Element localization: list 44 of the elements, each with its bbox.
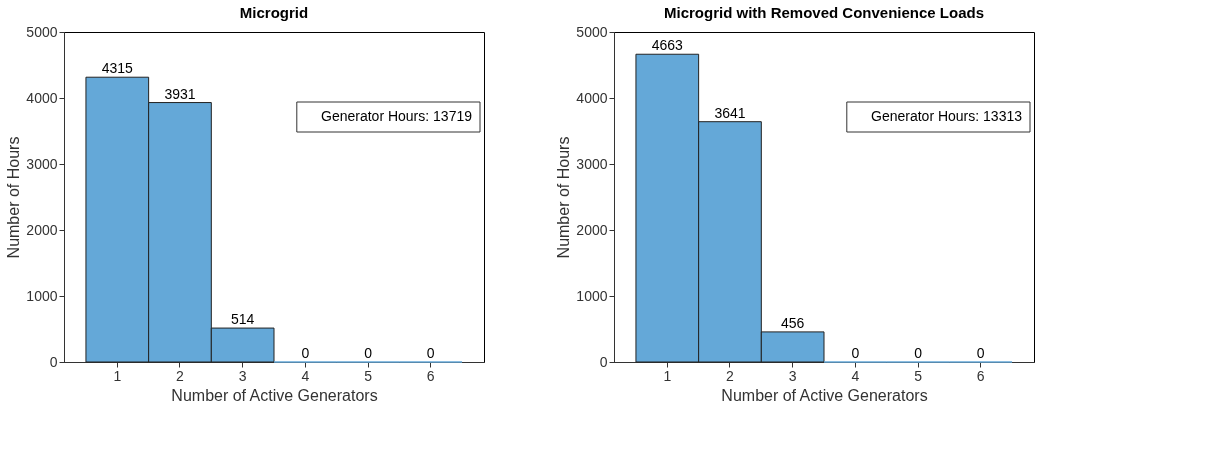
data-label: 0: [914, 345, 923, 361]
x-tick-label: 1: [663, 367, 672, 384]
data-label: 0: [976, 345, 985, 361]
x-tick-label: 2: [726, 367, 735, 384]
data-label: 0: [301, 345, 310, 361]
data-label: 456: [780, 314, 805, 331]
x-tick-label: 1: [113, 367, 122, 384]
x-tick-label: 5: [364, 367, 373, 384]
data-label: 0: [851, 345, 860, 361]
annotation: Generator Hours: 13313: [871, 108, 1023, 124]
x-tick-label: 6: [976, 367, 985, 384]
data-label: 0: [426, 345, 435, 361]
y-tick-label: 3000: [26, 155, 58, 172]
y-tick-label: 0: [599, 353, 608, 370]
x-tick-label: 5: [914, 367, 923, 384]
y-axis-title: Number of Hours: [555, 136, 573, 259]
data-label: 3641: [714, 104, 746, 121]
data-label: 4663: [651, 37, 684, 54]
y-tick-label: 1000: [26, 287, 58, 304]
y-tick-label: 4000: [26, 89, 58, 106]
x-axis-title: Number of Active Generators: [721, 386, 928, 404]
x-tick-label: 4: [851, 367, 860, 384]
chart-title: Microgrid with Removed Convenience Loads: [663, 4, 985, 21]
data-label: 3931: [164, 85, 196, 102]
data-label: 514: [230, 311, 255, 328]
data-label: 0: [364, 345, 373, 361]
annotation: Generator Hours: 13719: [321, 108, 473, 124]
y-tick-label: 1000: [576, 287, 608, 304]
y-tick-label: 2000: [576, 221, 608, 238]
y-tick-label: 5000: [26, 23, 58, 40]
y-axis-title: Number of Hours: [5, 136, 23, 259]
y-tick-label: 4000: [576, 89, 608, 106]
x-tick-label: 2: [176, 367, 185, 384]
x-axis-title: Number of Active Generators: [171, 386, 378, 404]
x-tick-label: 4: [301, 367, 310, 384]
chart-title: Microgrid: [239, 4, 309, 21]
x-tick-label: 3: [238, 367, 247, 384]
x-tick-label: 3: [788, 367, 797, 384]
y-tick-label: 3000: [576, 155, 608, 172]
y-tick-label: 0: [49, 353, 58, 370]
y-tick-label: 2000: [26, 221, 58, 238]
data-label: 4315: [101, 60, 134, 77]
x-tick-label: 6: [426, 367, 435, 384]
y-tick-label: 5000: [576, 23, 608, 40]
